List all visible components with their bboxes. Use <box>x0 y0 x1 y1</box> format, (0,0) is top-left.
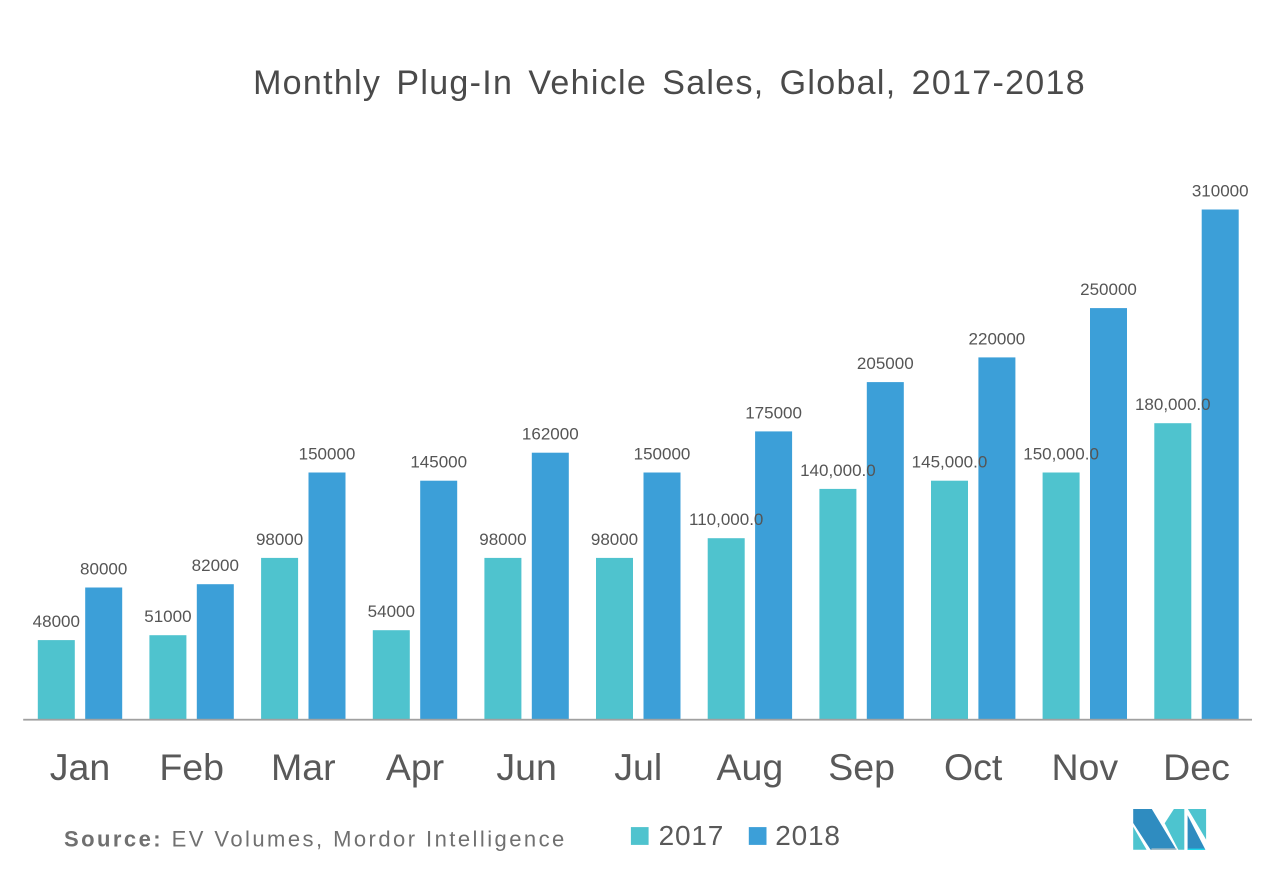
svg-text:Apr: Apr <box>386 746 444 788</box>
svg-text:145000: 145000 <box>410 453 467 472</box>
svg-text:310000: 310000 <box>1192 182 1249 201</box>
svg-text:82000: 82000 <box>192 556 239 575</box>
svg-text:98000: 98000 <box>479 530 526 549</box>
svg-text:150000: 150000 <box>299 445 356 464</box>
svg-text:175000: 175000 <box>745 403 802 422</box>
svg-text:Aug: Aug <box>717 746 784 788</box>
svg-text:Jun: Jun <box>496 746 556 788</box>
svg-text:110,000.0: 110,000.0 <box>689 510 763 529</box>
svg-text:Monthly Plug-In Vehicle Sales,: Monthly Plug-In Vehicle Sales, Global, 2… <box>253 64 1086 102</box>
svg-text:48000: 48000 <box>33 612 80 631</box>
svg-text:Jan: Jan <box>50 746 110 788</box>
svg-text:150,000.0: 150,000.0 <box>1023 445 1099 464</box>
svg-text:Jul: Jul <box>614 746 662 788</box>
svg-text:150000: 150000 <box>634 445 691 464</box>
svg-text:54000: 54000 <box>368 602 415 621</box>
svg-text:250000: 250000 <box>1080 280 1137 299</box>
svg-text:Sep: Sep <box>828 746 895 788</box>
svg-text:140,000.0: 140,000.0 <box>800 461 876 480</box>
svg-text:2018: 2018 <box>775 820 841 851</box>
svg-text:80000: 80000 <box>80 560 127 579</box>
svg-text:Dec: Dec <box>1163 746 1230 788</box>
svg-text:145,000.0: 145,000.0 <box>912 453 988 472</box>
svg-text:98000: 98000 <box>591 530 638 549</box>
svg-text:Nov: Nov <box>1051 746 1118 788</box>
svg-text:162000: 162000 <box>522 425 579 444</box>
svg-text:Mar: Mar <box>271 746 336 788</box>
svg-text:51000: 51000 <box>144 607 191 626</box>
svg-text:Oct: Oct <box>944 746 1003 788</box>
svg-text:180,000.0: 180,000.0 <box>1135 395 1211 414</box>
svg-text:205000: 205000 <box>857 354 914 373</box>
svg-text:Feb: Feb <box>159 746 224 788</box>
svg-text:Source: EV Volumes, Mordor Int: Source: EV Volumes, Mordor Intelligence <box>64 827 567 852</box>
svg-text:98000: 98000 <box>256 530 303 549</box>
svg-text:220000: 220000 <box>969 329 1026 348</box>
svg-text:2017: 2017 <box>659 820 725 851</box>
